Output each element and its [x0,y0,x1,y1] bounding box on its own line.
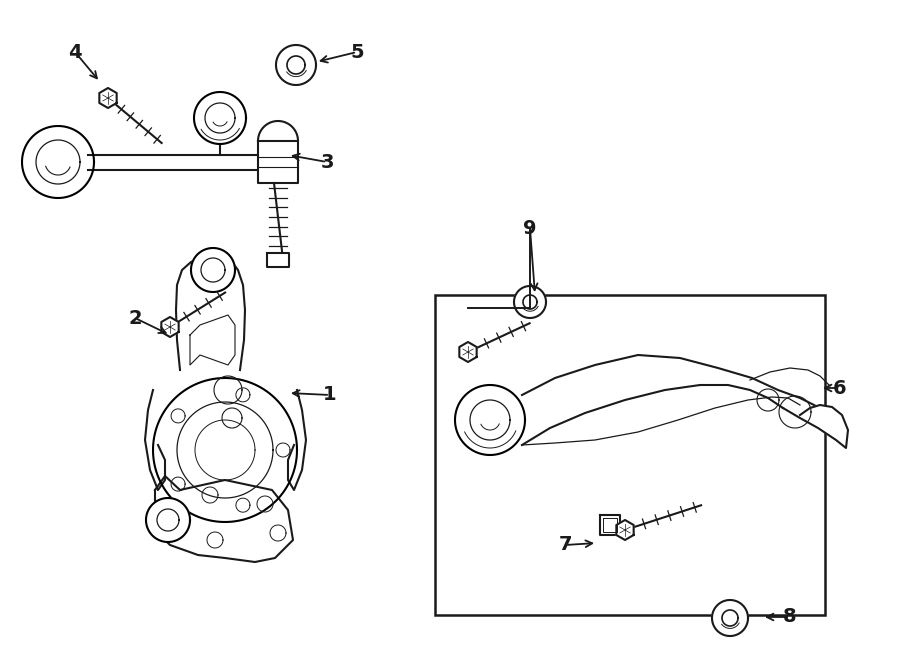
Polygon shape [783,405,848,448]
Text: 3: 3 [320,153,334,171]
Polygon shape [88,155,265,170]
Polygon shape [712,600,748,636]
Polygon shape [145,390,165,490]
Polygon shape [194,92,246,144]
Polygon shape [616,520,634,540]
Polygon shape [161,317,179,337]
Polygon shape [191,248,235,292]
Text: 9: 9 [523,219,536,237]
Polygon shape [190,315,235,365]
Text: 8: 8 [783,607,796,627]
Polygon shape [258,141,298,183]
Polygon shape [455,385,525,455]
Text: 5: 5 [350,42,364,61]
Polygon shape [459,342,477,362]
Text: 6: 6 [833,379,847,397]
Polygon shape [267,253,289,267]
Polygon shape [22,126,94,198]
Text: 4: 4 [68,42,82,61]
Text: 7: 7 [558,535,572,555]
Text: 1: 1 [323,385,337,405]
Polygon shape [288,390,306,490]
Polygon shape [600,515,620,535]
Polygon shape [99,88,117,108]
Polygon shape [514,286,546,318]
Polygon shape [146,498,190,542]
Text: 2: 2 [128,309,142,327]
Polygon shape [153,378,297,522]
Polygon shape [155,476,293,562]
Polygon shape [276,45,316,85]
Bar [435,295,825,615]
